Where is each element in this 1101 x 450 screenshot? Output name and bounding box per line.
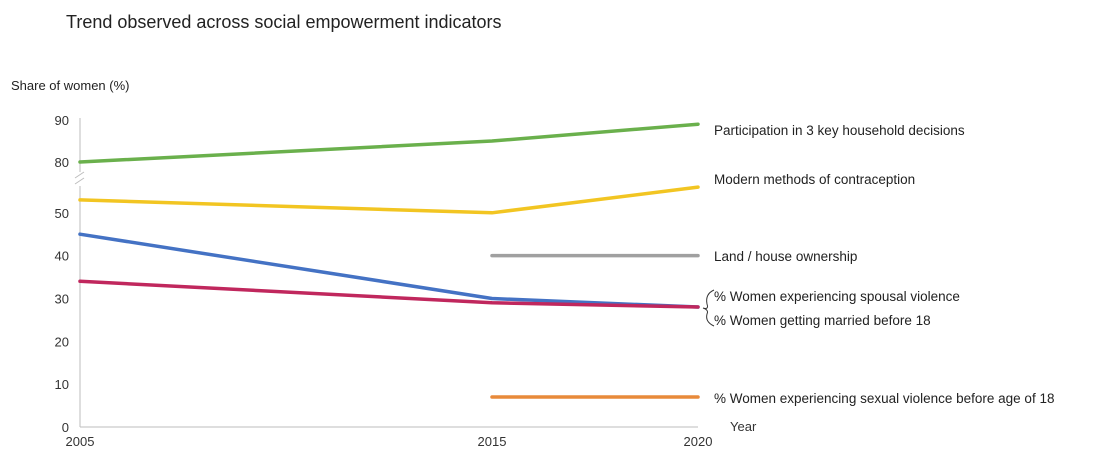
series-label: % Women experiencing sexual violence bef… — [714, 391, 1054, 406]
y-tick-label: 40 — [55, 249, 69, 264]
series-label: % Women getting married before 18 — [714, 313, 931, 328]
y-tick-label: 90 — [55, 113, 69, 128]
x-axis-label: Year — [730, 419, 757, 434]
series-line — [78, 122, 700, 164]
series-labels: Participation in 3 key household decisio… — [702, 123, 1054, 406]
axis-break-icon — [74, 171, 85, 185]
series-label: % Women experiencing spousal violence — [714, 289, 960, 304]
chart-title: Trend observed across social empowerment… — [66, 12, 502, 32]
y-axis-label: Share of women (%) — [11, 78, 130, 93]
label-brace — [702, 289, 715, 327]
x-tick-label: 2005 — [66, 434, 95, 449]
series-lines — [78, 122, 700, 399]
x-tick-label: 2020 — [684, 434, 713, 449]
series-label: Land / house ownership — [714, 249, 857, 264]
axes: 0 10 20 30 40 50 80 90 2005 2015 2020 Year — [55, 113, 757, 449]
y-tick-label: 80 — [55, 155, 69, 170]
y-tick-label: 50 — [55, 206, 69, 221]
series-line — [78, 279, 700, 309]
y-tick-label: 20 — [55, 334, 69, 349]
series-label: Modern methods of contraception — [714, 172, 915, 187]
y-tick-label: 30 — [55, 291, 69, 306]
y-tick-label: 0 — [62, 420, 69, 435]
series-label: Participation in 3 key household decisio… — [714, 123, 965, 138]
x-tick-label: 2015 — [478, 434, 507, 449]
y-tick-label: 10 — [55, 377, 69, 392]
series-line — [78, 185, 700, 215]
